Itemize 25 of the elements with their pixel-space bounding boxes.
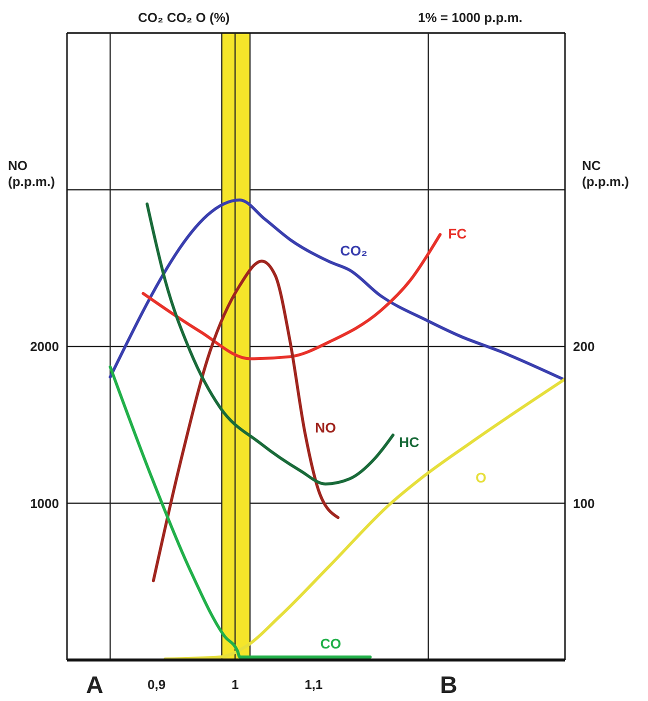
line-series [142,233,442,360]
line-series [164,378,565,660]
chart-title: CO₂ CO₂ O (%) [138,10,230,25]
series-label: CO [320,636,342,652]
y-axis-title: NO (p.p.m.) [8,158,55,190]
line-series [108,365,372,659]
y2-tick-label: 100 [573,496,595,511]
y-tick-label: 1000 [30,496,59,511]
x-tick-label: 1 [231,677,239,692]
y2-tick-label: 200 [573,339,595,354]
y-tick-label: 2000 [30,339,59,354]
text: B [440,672,458,700]
x-tick-label: 0,9 [148,677,166,692]
x-tick-label: 1,1 [304,677,323,692]
text: A [86,672,104,700]
line-series [146,202,394,486]
series-label: O [475,470,486,486]
series-label: HC [398,434,420,450]
series-label: NO [315,420,336,436]
chart-subtitle: 1% = 1000 p.p.m. [418,10,522,25]
series-label: FC [448,225,467,242]
y2-axis-title: NC (p.p.m.) [582,158,629,190]
series-label: CO₂ [340,242,368,259]
line-series [152,260,340,582]
line-series [108,198,565,382]
